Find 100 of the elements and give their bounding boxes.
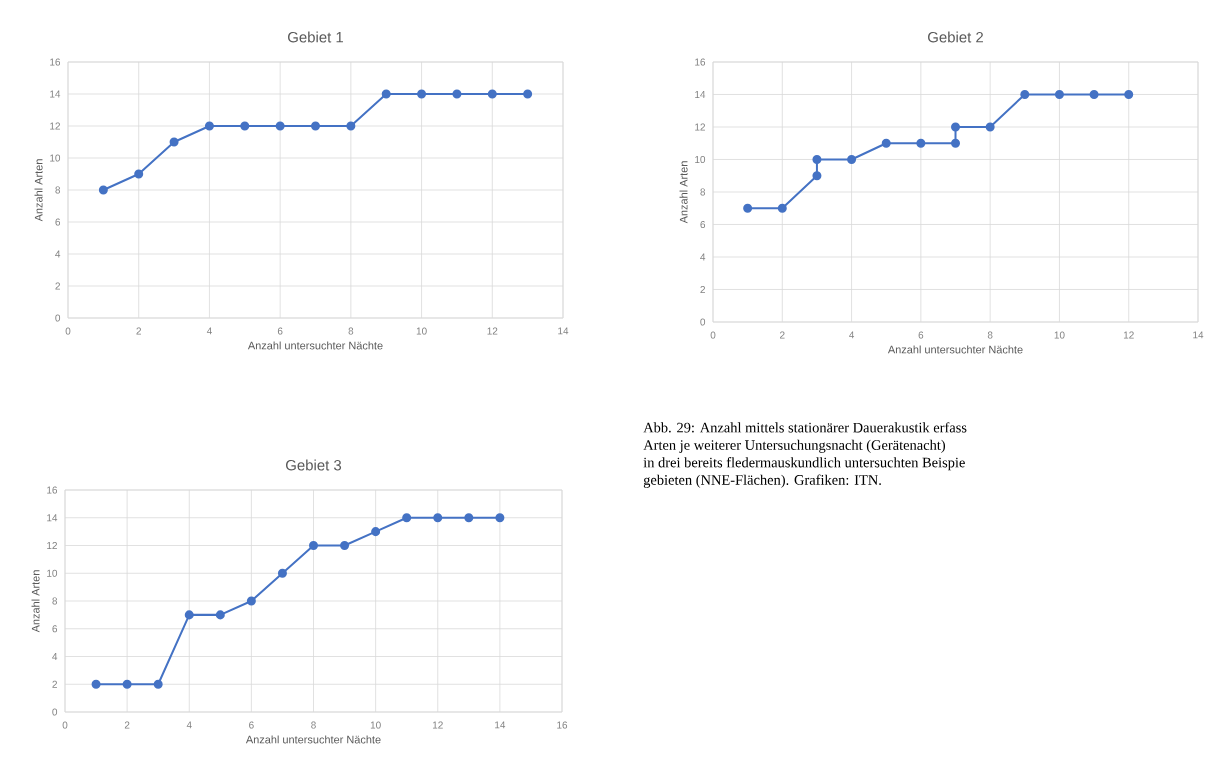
point [1020,89,1030,99]
y-tick-label: 12 [695,123,705,131]
point [812,154,822,164]
y-tick-label: 4 [52,653,58,660]
point [169,137,179,147]
point [91,679,101,689]
point [985,122,995,132]
x-axis-title: Anzahl untersuchter Nächte [245,735,381,744]
x-tick-label: 4 [206,327,212,335]
x-tick-label: 2 [124,721,130,729]
point [371,527,381,537]
point [122,679,132,689]
x-tick-label: 14 [558,327,569,335]
y-tick-label: 8 [55,186,61,194]
y-tick-label: 2 [55,282,60,290]
point [1124,89,1134,99]
x-tick-label: 8 [348,327,354,335]
y-tick-label: 4 [55,250,61,258]
y-tick-label: 8 [700,188,706,196]
y-axis-title: Anzahl Arten [679,161,688,224]
y-axis-title: Anzahl Arten [34,159,43,222]
y-tick-label: 16 [47,486,58,494]
chart-title: Gebiet 1 [288,31,343,43]
x-tick-label: 10 [370,721,381,729]
point [464,513,474,523]
point [487,89,497,99]
point [246,596,256,606]
caption: Abb. 29: Anzahl mittels stationärer Dauerakustik erfass [643,422,967,433]
y-tick-label: 2 [52,680,57,688]
point [417,89,427,99]
point [346,121,356,131]
point [777,203,787,213]
point [381,89,391,99]
point [847,154,857,164]
point [98,185,108,195]
x-tick-label: 14 [1193,331,1204,339]
y-tick-label: 12 [50,122,60,130]
y-tick-label: 0 [700,318,706,326]
point [951,122,961,132]
x-tick-label: 8 [311,721,316,729]
x-tick-label: 16 [557,721,568,729]
x-tick-label: 14 [495,721,506,729]
y-tick-label: 14 [695,91,706,98]
x-tick-label: 0 [62,721,68,729]
point [340,541,350,550]
point [275,121,285,131]
point [951,138,961,148]
point [134,169,144,179]
y-tick-label: 6 [700,220,706,229]
y-tick-label: 16 [695,58,706,66]
point [402,513,412,523]
x-tick-label: 2 [780,331,785,339]
y-tick-label: 16 [50,58,61,66]
y-tick-label: 0 [55,314,61,322]
y-tick-label: 2 [700,286,705,293]
point [311,121,320,131]
point [433,513,443,523]
point [881,138,891,148]
point [153,679,163,689]
y-tick-label: 8 [52,597,58,605]
chart-title: Gebiet 3 [286,459,342,471]
text: in drei bereits fledermauskundlich untersuchten Beispie [643,457,965,471]
point [1089,89,1099,99]
y-axis-title: Anzahl Arten [31,570,40,633]
point [240,121,250,131]
x-tick-label: 0 [710,331,716,339]
point [309,541,318,550]
point [812,171,822,181]
point [495,513,505,523]
x-tick-label: 4 [186,721,192,729]
y-tick-label: 6 [52,625,58,633]
point [204,121,214,131]
text: Arten je weiterer Untersuchungsnacht (Gerätenacht) [643,439,946,453]
point [523,89,533,99]
chart-title: Gebiet 2 [928,31,983,43]
x-tick-label: 6 [918,331,924,339]
x-tick-label: 10 [1054,331,1065,339]
x-tick-label: 2 [136,327,141,335]
y-tick-label: 10 [50,154,61,162]
y-tick-label: 4 [700,253,706,261]
text: gebieten (NNE-Flächen). Grafiken: ITN. [643,474,881,488]
x-axis-title: Anzahl untersuchter Nächte [247,341,383,350]
point [184,610,194,620]
x-tick-label: 12 [432,721,443,729]
point [916,138,926,148]
x-tick-label: 4 [849,331,855,339]
x-tick-label: 6 [277,327,283,335]
y-tick-label: 14 [50,90,61,98]
y-tick-label: 12 [47,542,57,549]
y-tick-label: 10 [47,569,58,577]
point [743,203,753,213]
y-tick-label: 0 [52,708,58,716]
y-tick-label: 6 [55,218,61,226]
x-axis-title: Anzahl untersuchter Nächte [887,345,1023,354]
y-tick-label: 14 [47,514,58,522]
x-tick-label: 10 [416,327,427,335]
x-tick-label: 8 [987,331,993,339]
x-tick-label: 12 [1123,331,1134,339]
x-tick-label: 6 [249,721,254,729]
x-tick-label: 0 [65,327,71,335]
